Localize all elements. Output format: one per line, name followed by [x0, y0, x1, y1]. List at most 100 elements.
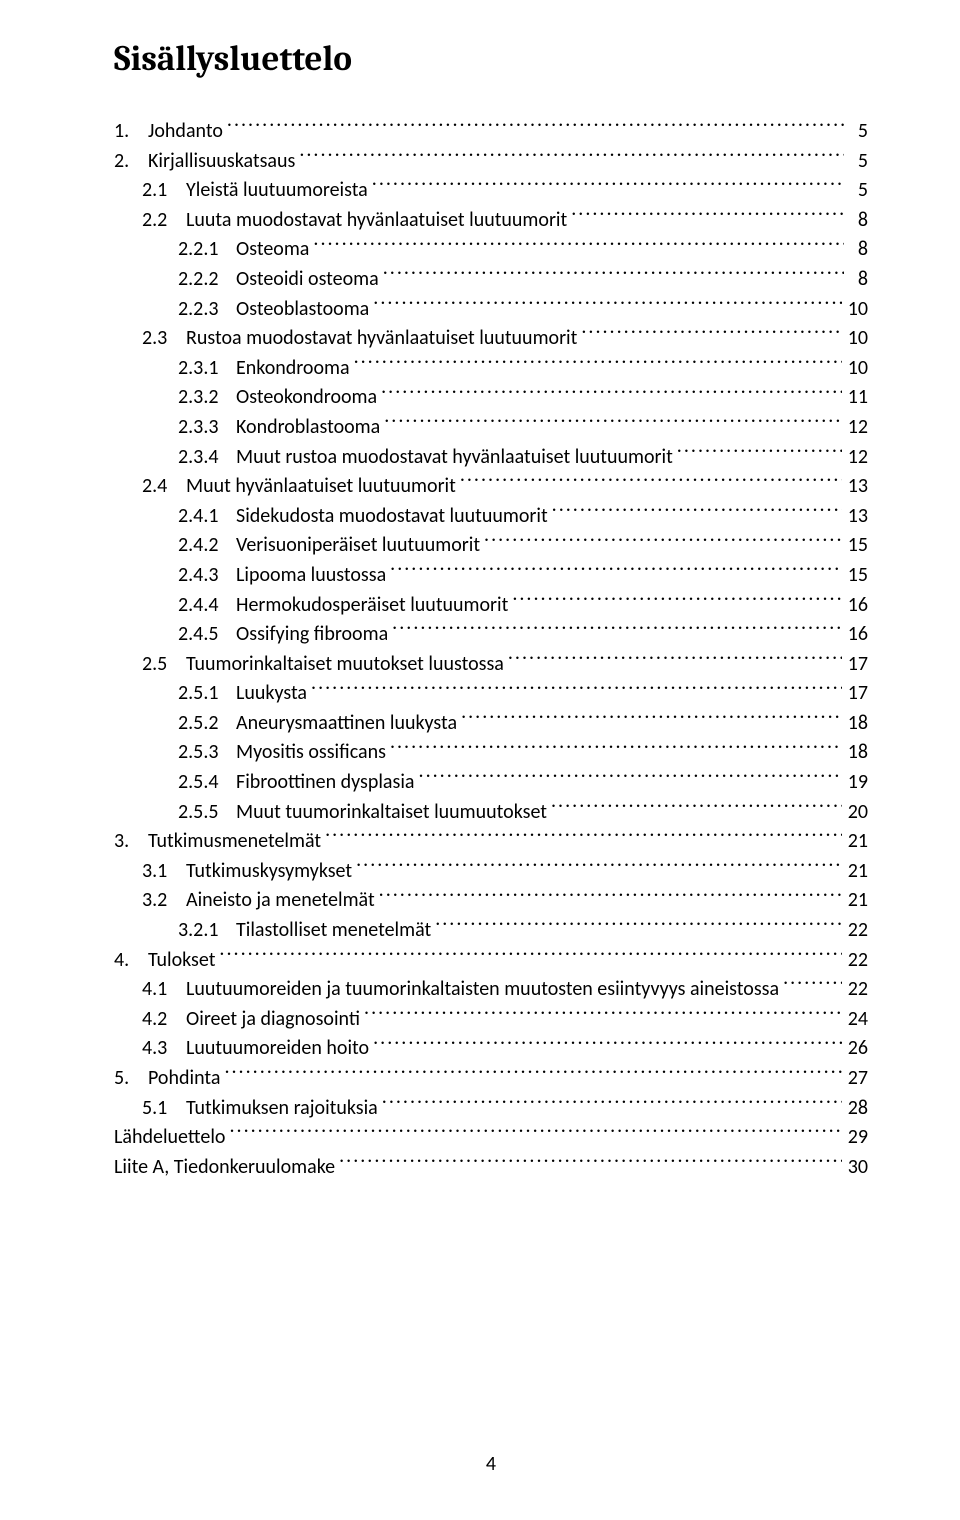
toc-entry-page: 22 [844, 975, 868, 1005]
toc-entry-number: 2.5 [142, 650, 186, 680]
toc-row: 2.2.2Osteoidi osteoma8 [114, 265, 868, 295]
toc-row: 2.3.1Enkondrooma10 [114, 354, 868, 384]
toc-row: 2.2Luuta muodostavat hyvänlaatuiset luut… [114, 206, 868, 236]
toc-entry-label: Tilastolliset menetelmät [236, 916, 431, 946]
toc-leader-dots [325, 827, 842, 847]
toc-row: 5.Pohdinta27 [114, 1064, 868, 1094]
toc-row: 2.5.5Muut tuumorinkaltaiset luumuutokset… [114, 798, 868, 828]
toc-entry-page: 10 [844, 295, 868, 325]
toc-entry-label: Muut tuumorinkaltaiset luumuutokset [236, 798, 547, 828]
toc-leader-dots [677, 443, 842, 463]
toc-entry-label: Muut rustoa muodostavat hyvänlaatuiset l… [236, 443, 673, 473]
toc-entry-page: 10 [844, 354, 868, 384]
toc-leader-dots [373, 1034, 842, 1054]
toc-entry-label: Aineisto ja menetelmät [186, 886, 375, 916]
toc-entry-label: Kondroblastooma [236, 413, 380, 443]
toc-entry-label: Luutuumoreiden hoito [186, 1034, 369, 1064]
toc-entry-number: 2.2.3 [178, 295, 236, 325]
toc-leader-dots [461, 709, 842, 729]
toc-entry-label: Lipooma luustossa [236, 561, 386, 591]
toc-entry-label: Myositis ossificans [236, 738, 386, 768]
toc-entry-page: 5 [846, 117, 868, 147]
document-page: Sisällysluettelo 1.Johdanto52.Kirjallisu… [0, 0, 960, 1182]
toc-row: 2.1Yleistä luutuumoreista5 [114, 176, 868, 206]
toc-entry-label: Ossifying fibrooma [236, 620, 388, 650]
toc-entry-page: 10 [844, 324, 868, 354]
toc-leader-dots [783, 975, 842, 995]
toc-leader-dots [381, 383, 842, 403]
toc-row: 2.2.1Osteoma8 [114, 235, 868, 265]
toc-entry-label: Luuta muodostavat hyvänlaatuiset luutuum… [186, 206, 567, 236]
toc-leader-dots [373, 295, 841, 315]
toc-entry-number: 2.2 [142, 206, 186, 236]
toc-entry-page: 5 [846, 147, 868, 177]
toc-row: 3.Tutkimusmenetelmät21 [114, 827, 868, 857]
toc-entry-number: 2.5.1 [178, 679, 236, 709]
toc-entry-number: 4. [114, 946, 148, 976]
toc-entry-label: Muut hyvänlaatuiset luutuumorit [186, 472, 456, 502]
toc-row: 3.2.1Tilastolliset menetelmät22 [114, 916, 868, 946]
toc-entry-number: 4.1 [142, 975, 186, 1005]
toc-leader-dots [229, 1123, 841, 1143]
toc-leader-dots [435, 916, 842, 936]
toc-row: 2.3.4Muut rustoa muodostavat hyvänlaatui… [114, 443, 868, 473]
toc-entry-number: 1. [114, 117, 148, 147]
toc-entry-page: 21 [844, 886, 868, 916]
toc-entry-page: 20 [844, 798, 868, 828]
toc-entry-number: 2. [114, 147, 148, 177]
toc-entry-number: 2.3.3 [178, 413, 236, 443]
toc-row: 4.2Oireet ja diagnosointi24 [114, 1005, 868, 1035]
toc-entry-label: Verisuoniperäiset luutuumorit [236, 531, 480, 561]
toc-entry-page: 27 [844, 1064, 868, 1094]
toc-entry-label: Osteokondrooma [236, 383, 377, 413]
toc-entry-number: 2.2.2 [178, 265, 236, 295]
toc-leader-dots [460, 472, 842, 492]
toc-entry-label: Kirjallisuuskatsaus [148, 147, 295, 177]
toc-leader-dots [390, 561, 842, 581]
toc-row: 2.3.3Kondroblastooma12 [114, 413, 868, 443]
toc-row: 5.1Tutkimuksen rajoituksia28 [114, 1094, 868, 1124]
toc-row: 2.Kirjallisuuskatsaus 5 [114, 147, 868, 177]
toc-row: 2.4.1Sidekudosta muodostavat luutuumorit… [114, 502, 868, 532]
toc-entry-label: Hermokudosperäiset luutuumorit [236, 591, 508, 621]
toc-entry-page: 18 [844, 738, 868, 768]
toc-leader-dots [571, 206, 844, 226]
toc-entry-label: Osteoidi osteoma [236, 265, 379, 295]
toc-entry-number: 4.3 [142, 1034, 186, 1064]
toc-entry-label: Osteoblastooma [236, 295, 369, 325]
toc-row: 2.4.2Verisuoniperäiset luutuumorit15 [114, 531, 868, 561]
toc-row: 4.3Luutuumoreiden hoito 26 [114, 1034, 868, 1064]
toc-entry-number: 2.3.4 [178, 443, 236, 473]
toc-leader-dots [299, 147, 844, 167]
toc-entry-label: Luukysta [236, 679, 307, 709]
toc-leader-dots [354, 354, 842, 374]
toc-entry-number: 3.2 [142, 886, 186, 916]
toc-entry-page: 12 [844, 443, 868, 473]
toc-entry-page: 15 [844, 531, 868, 561]
toc-row: 2.5.2Aneurysmaattinen luukysta18 [114, 709, 868, 739]
toc-entry-page: 16 [844, 620, 868, 650]
toc-entry-number: 2.4.4 [178, 591, 236, 621]
toc-leader-dots [311, 679, 842, 699]
toc-entry-number: 2.2.1 [178, 235, 236, 265]
toc-row: 2.5.1Luukysta17 [114, 679, 868, 709]
toc-entry-label: Tulokset [148, 946, 215, 976]
toc-entry-label: Tutkimusmenetelmät [148, 827, 321, 857]
toc-row: 3.1Tutkimuskysymykset21 [114, 857, 868, 887]
toc-leader-dots [419, 768, 842, 788]
toc-entry-page: 22 [844, 916, 868, 946]
toc-entry-label: Tutkimuskysymykset [186, 857, 352, 887]
page-number-footer: 4 [0, 1452, 960, 1476]
toc-leader-dots [552, 502, 842, 522]
toc-entry-page: 17 [844, 650, 868, 680]
toc-entry-label: Osteoma [236, 235, 309, 265]
toc-leader-dots [372, 176, 844, 196]
toc-entry-page: 26 [844, 1034, 868, 1064]
toc-entry-page: 19 [844, 768, 868, 798]
toc-entry-page: 21 [844, 857, 868, 887]
toc-row: 3.2Aineisto ja menetelmät 21 [114, 886, 868, 916]
toc-row: 4.Tulokset22 [114, 946, 868, 976]
toc-entry-page: 28 [844, 1094, 868, 1124]
toc-entry-number: 2.3.2 [178, 383, 236, 413]
toc-entry-label: Liite A, Tiedonkeruulomake [114, 1153, 335, 1183]
